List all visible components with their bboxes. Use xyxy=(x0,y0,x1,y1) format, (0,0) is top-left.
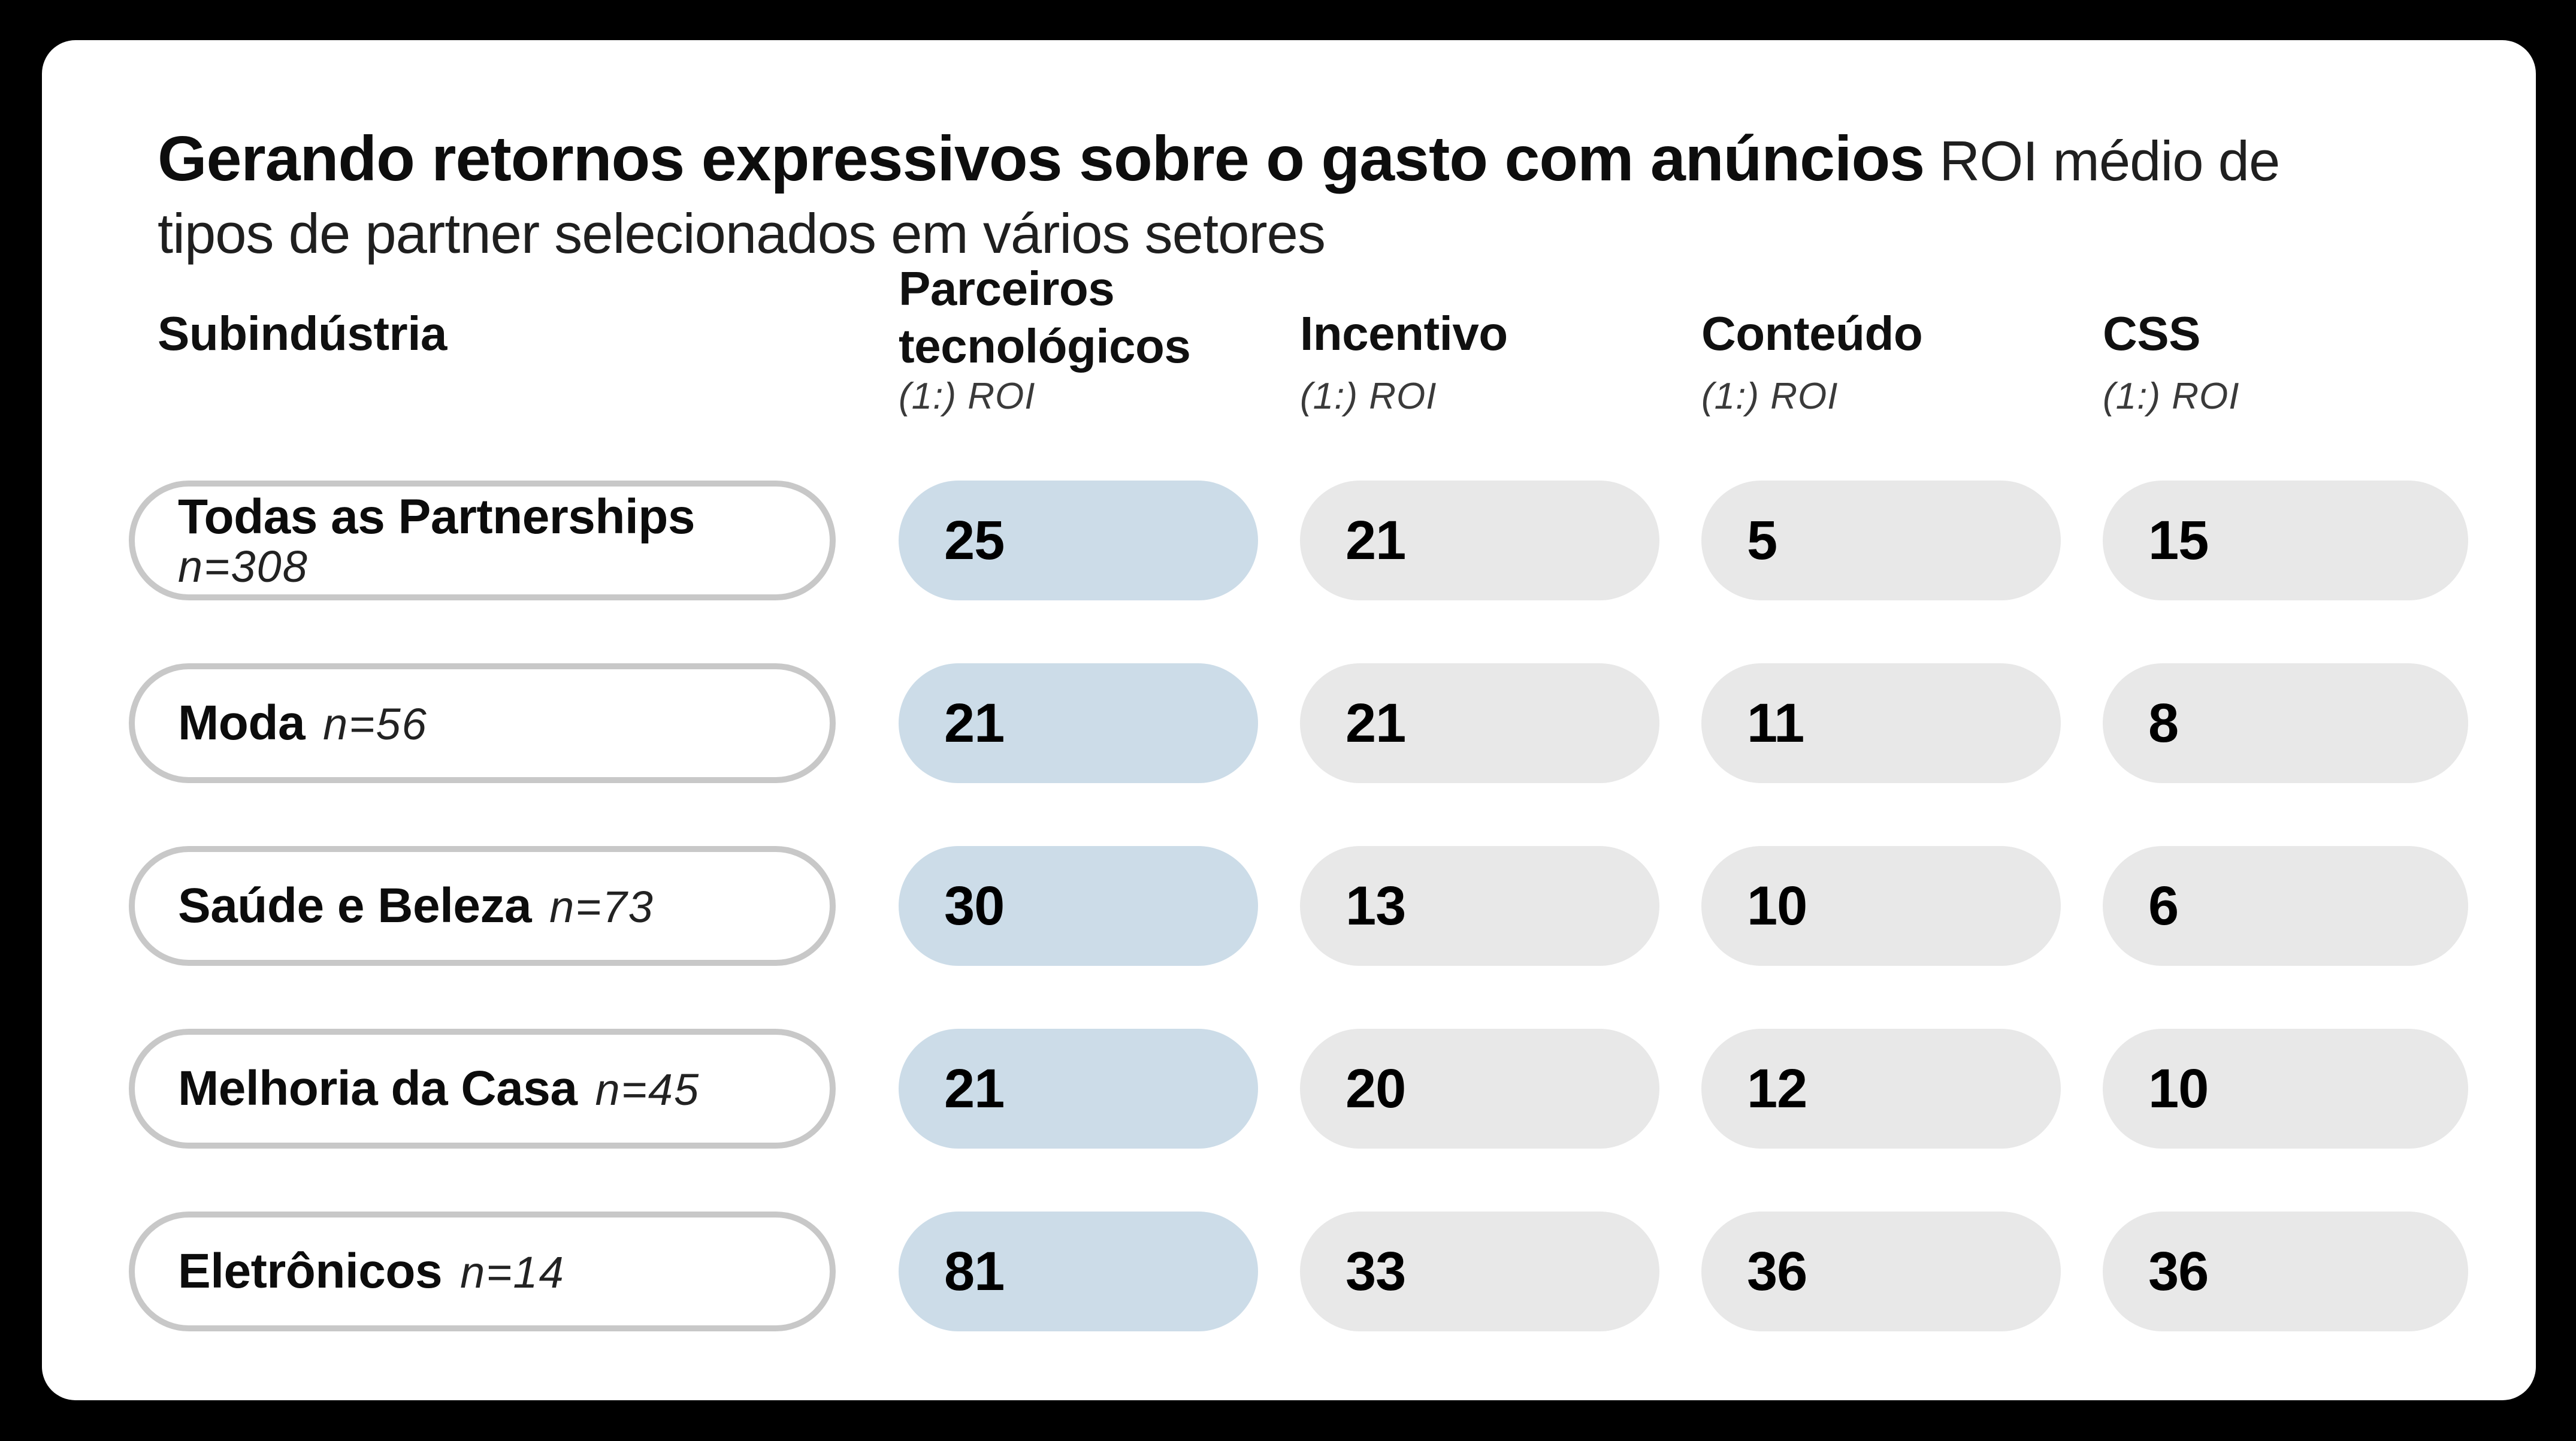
roi-table: Subindústria Parceiros tecnológicos (1:)… xyxy=(129,262,2468,1331)
column-header-parceiros-tecnologicos: Parceiros tecnológicos (1:) ROI xyxy=(899,262,1258,418)
row-label: Eletrônicos xyxy=(178,1244,443,1299)
row-label-pill-moda: Moda n=56 xyxy=(129,663,836,783)
value-pill: 15 xyxy=(2103,481,2468,600)
column-header-label: Conteúdo xyxy=(1701,307,1923,360)
roi-value: 25 xyxy=(944,509,1005,571)
value-pill: 33 xyxy=(1300,1212,1659,1331)
value-pill: 10 xyxy=(2103,1029,2468,1149)
column-header-label: CSS xyxy=(2103,307,2201,360)
column-header-css: CSS (1:) ROI xyxy=(2103,268,2468,418)
row-label: Saúde e Beleza xyxy=(178,878,532,934)
row-label-pill-melhoria-da-casa: Melhoria da Casa n=45 xyxy=(129,1029,836,1149)
roi-value: 5 xyxy=(1747,509,1777,571)
value-pill: 10 xyxy=(1701,846,2061,966)
row-sample-size: n=308 xyxy=(178,542,309,592)
row-label: Moda xyxy=(178,696,306,751)
roi-value: 30 xyxy=(944,875,1005,937)
column-header-incentivo: Incentivo (1:) ROI xyxy=(1300,268,1659,418)
column-header-sub: (1:) ROI xyxy=(899,376,1036,417)
roi-value: 8 xyxy=(2148,692,2179,754)
roi-value: 10 xyxy=(1747,875,1807,937)
column-header-subindustria: Subindústria xyxy=(129,268,857,418)
column-header-label: Incentivo xyxy=(1300,307,1508,360)
roi-value: 11 xyxy=(1747,692,1804,754)
column-header-sub: (1:) ROI xyxy=(1300,376,1437,417)
value-pill: 36 xyxy=(1701,1212,2061,1331)
chart-title-regular: ROI médio de tipos de partner selecionad… xyxy=(158,129,2280,265)
roi-value: 13 xyxy=(1346,875,1406,937)
column-header-sub-empty xyxy=(158,362,857,418)
roi-value: 21 xyxy=(1346,692,1406,754)
value-pill: 12 xyxy=(1701,1029,2061,1149)
roi-value: 36 xyxy=(2148,1240,2209,1302)
column-header-sub: (1:) ROI xyxy=(1701,376,1839,417)
row-label-pill-eletronicos: Eletrônicos n=14 xyxy=(129,1212,836,1331)
value-pill: 11 xyxy=(1701,663,2061,783)
slide-card: Gerando retornos expressivos sobre o gas… xyxy=(42,40,2536,1400)
roi-value: 10 xyxy=(2148,1058,2209,1119)
roi-value: 33 xyxy=(1346,1240,1406,1302)
row-label: Todas as Partnerships xyxy=(178,489,695,544)
value-pill: 21 xyxy=(1300,481,1659,600)
column-header-sub: (1:) ROI xyxy=(2103,376,2240,417)
column-header-conteudo: Conteúdo (1:) ROI xyxy=(1701,268,2061,418)
row-sample-size: n=14 xyxy=(460,1247,565,1298)
value-pill: 36 xyxy=(2103,1212,2468,1331)
column-header-label: Parceiros tecnológicos xyxy=(899,262,1191,373)
roi-value: 15 xyxy=(2148,509,2209,571)
roi-value: 21 xyxy=(944,1058,1005,1119)
value-pill: 5 xyxy=(1701,481,2061,600)
value-pill: 21 xyxy=(899,663,1258,783)
roi-value: 6 xyxy=(2148,875,2179,937)
row-sample-size: n=73 xyxy=(549,882,654,932)
roi-value: 36 xyxy=(1747,1240,1807,1302)
value-pill: 30 xyxy=(899,846,1258,966)
roi-value: 21 xyxy=(944,692,1005,754)
value-pill: 81 xyxy=(899,1212,1258,1331)
value-pill: 8 xyxy=(2103,663,2468,783)
row-sample-size: n=45 xyxy=(595,1065,700,1115)
column-header-label: Subindústria xyxy=(158,307,447,360)
chart-title-bold: Gerando retornos expressivos sobre o gas… xyxy=(158,123,1925,194)
roi-value: 20 xyxy=(1346,1058,1406,1119)
roi-value: 81 xyxy=(944,1240,1005,1302)
row-label-pill-saude-e-beleza: Saúde e Beleza n=73 xyxy=(129,846,836,966)
chart-title: Gerando retornos expressivos sobre o gas… xyxy=(158,123,2374,268)
value-pill: 6 xyxy=(2103,846,2468,966)
value-pill: 13 xyxy=(1300,846,1659,966)
row-label-pill-todas-as-partnerships: Todas as Partnerships n=308 xyxy=(129,481,836,600)
row-label: Melhoria da Casa xyxy=(178,1061,578,1116)
value-pill: 25 xyxy=(899,481,1258,600)
value-pill: 20 xyxy=(1300,1029,1659,1149)
roi-value: 21 xyxy=(1346,509,1406,571)
roi-value: 12 xyxy=(1747,1058,1807,1119)
value-pill: 21 xyxy=(899,1029,1258,1149)
value-pill: 21 xyxy=(1300,663,1659,783)
row-sample-size: n=56 xyxy=(323,699,428,750)
